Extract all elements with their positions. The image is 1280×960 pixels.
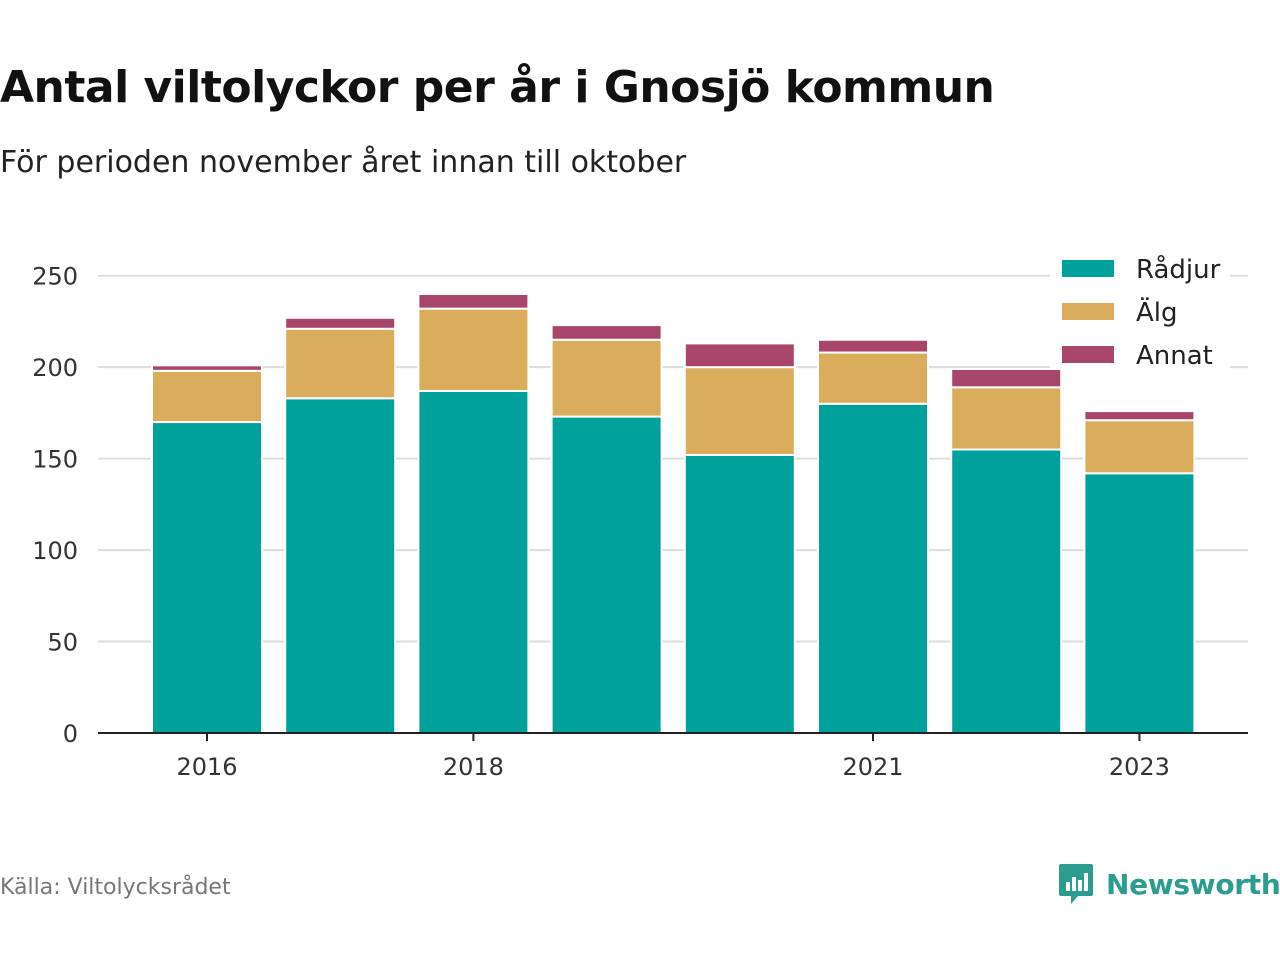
bar-segment-annat bbox=[550, 324, 663, 341]
chart-title: Antal viltolyckor per år i Gnosjö kommun bbox=[0, 62, 995, 113]
legend-swatch-rådjur bbox=[1062, 260, 1114, 277]
bar-segment-rådjur bbox=[1083, 472, 1196, 734]
logo-text: Newsworthy bbox=[1106, 867, 1280, 901]
bar-segment-rådjur bbox=[950, 448, 1063, 734]
bar-segment-älg bbox=[950, 386, 1063, 451]
bar-segment-rådjur bbox=[683, 453, 796, 734]
x-tick-label: 2018 bbox=[443, 753, 504, 781]
y-tick-label: 50 bbox=[47, 629, 78, 657]
legend-label-rådjur: Rådjur bbox=[1136, 254, 1221, 285]
newsworthy-logo: Newsworthy bbox=[1058, 862, 1280, 906]
bar-segment-älg bbox=[417, 307, 530, 392]
x-tick-label: 2021 bbox=[842, 753, 903, 781]
bar-segment-rådjur bbox=[417, 389, 530, 735]
bar-segment-annat bbox=[417, 293, 530, 310]
legend-swatch-annat bbox=[1062, 346, 1114, 363]
bar-segment-älg bbox=[1083, 419, 1196, 475]
newsworthy-logo-icon bbox=[1059, 864, 1093, 904]
legend-label-älg: Älg bbox=[1136, 296, 1178, 328]
bar-segment-rådjur bbox=[817, 402, 929, 734]
bar-segment-annat bbox=[817, 338, 929, 354]
bar-segment-älg bbox=[817, 351, 929, 405]
bar-segment-rådjur bbox=[151, 421, 263, 735]
y-tick-label: 200 bbox=[32, 354, 78, 382]
legend-label-annat: Annat bbox=[1136, 341, 1213, 371]
x-tick-label: 2016 bbox=[176, 753, 237, 781]
y-tick-label: 0 bbox=[63, 720, 78, 748]
stacked-bar-chart: 0 50 100 150 200 250 2016 2018 2021 2023 Rådjur Älg… bbox=[32, 250, 1248, 781]
x-tick-label: 2023 bbox=[1109, 753, 1170, 781]
bar-segment-älg bbox=[550, 338, 663, 418]
legend-swatch-älg bbox=[1062, 303, 1114, 320]
bar-segment-annat bbox=[950, 368, 1063, 389]
y-tick-label: 150 bbox=[32, 446, 78, 474]
y-tick-label: 100 bbox=[32, 537, 78, 565]
bar-segment-annat bbox=[151, 364, 263, 372]
bar-segment-annat bbox=[284, 316, 397, 330]
chart-subtitle: För perioden november året innan till ok… bbox=[0, 145, 687, 180]
bar-segment-älg bbox=[284, 327, 397, 400]
bar-segment-rådjur bbox=[550, 415, 663, 735]
source-note: Källa: Viltolycksrådet bbox=[0, 875, 231, 900]
bar-segment-annat bbox=[683, 342, 796, 369]
bar-segment-annat bbox=[1083, 410, 1196, 422]
bar-segment-älg bbox=[151, 369, 263, 424]
bar-segment-älg bbox=[683, 366, 796, 456]
bar-segment-rådjur bbox=[284, 397, 397, 734]
y-tick-label: 250 bbox=[32, 263, 78, 291]
